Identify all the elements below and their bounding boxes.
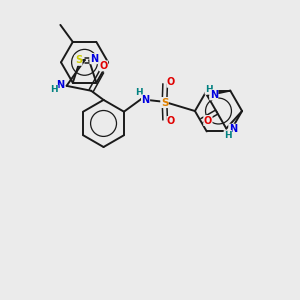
Text: S: S — [75, 55, 82, 65]
Text: O: O — [167, 77, 175, 87]
Text: N: N — [57, 80, 65, 90]
Text: H: H — [205, 85, 213, 94]
Text: H: H — [224, 130, 232, 140]
Text: N: N — [210, 90, 218, 100]
Text: N: N — [90, 54, 98, 64]
Text: O: O — [204, 116, 212, 125]
Text: S: S — [161, 98, 168, 107]
Text: O: O — [99, 61, 108, 71]
Text: N: N — [229, 124, 237, 134]
Text: N: N — [142, 95, 150, 105]
Text: H: H — [136, 88, 143, 97]
Text: H: H — [50, 85, 58, 94]
Text: O: O — [167, 116, 175, 127]
